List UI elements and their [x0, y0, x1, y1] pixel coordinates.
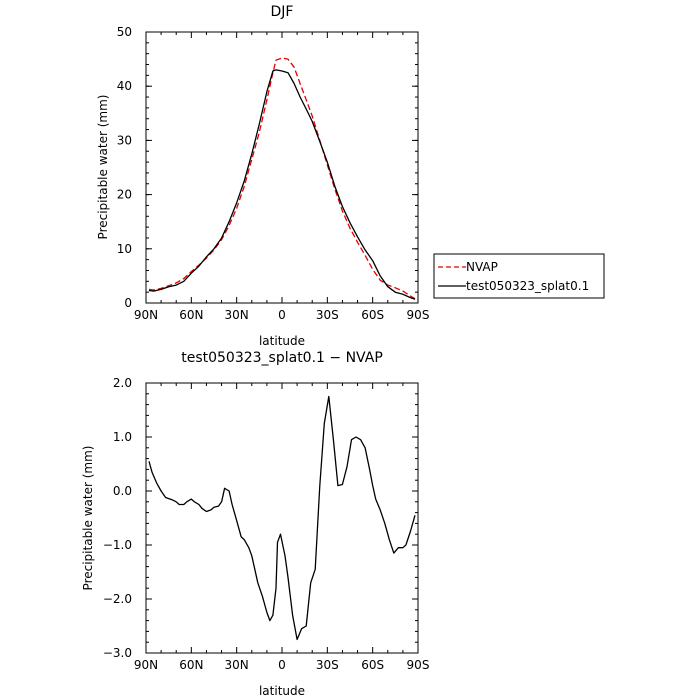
tick-labels: 90N 60N 30N 0 30S 60S 90S −3.0 −2.0 −1.0 0.0 1.0 2.0 [103, 376, 430, 672]
x-tick-label: 60N [179, 308, 203, 322]
x-tick-label: 60N [179, 658, 203, 672]
y-tick-label: 20 [117, 188, 132, 202]
plot-frame [145, 382, 419, 654]
y-axis-label: Precipitable water (mm) [81, 446, 95, 591]
panel-top: DJF 90N 60N 30N 0 30S 60S 90S 0 10 20 30 40 50 latit… [96, 4, 605, 348]
legend-label-nvap: NVAP [466, 260, 498, 274]
series-layer [148, 57, 416, 300]
y-tick-label: 0.0 [113, 484, 132, 498]
series-line-diff [148, 395, 416, 641]
chart-title: test050323_splat0.1 − NVAP [181, 350, 383, 366]
x-tick-label: 0 [278, 308, 286, 322]
series-layer [148, 395, 416, 641]
x-axis-label: latitude [259, 684, 305, 698]
x-tick-label: 90N [134, 658, 158, 672]
y-tick-label: 2.0 [113, 376, 132, 390]
y-tick-label: 50 [117, 25, 132, 39]
axis-ticks [145, 382, 419, 654]
axis-ticks [145, 31, 419, 304]
series-line-test050323-splat0-1 [148, 69, 416, 300]
legend-box [433, 253, 605, 299]
legend-label-test: test050323_splat0.1 [466, 279, 589, 293]
tick-labels: 90N 60N 30N 0 30S 60S 90S 0 10 20 30 40 50 [117, 25, 430, 322]
x-tick-label: 90S [407, 308, 430, 322]
y-tick-label: 0 [124, 296, 132, 310]
x-tick-label: 0 [278, 658, 286, 672]
plot-frame [145, 31, 419, 304]
x-tick-label: 30S [316, 658, 339, 672]
y-tick-label: 30 [117, 133, 132, 147]
y-tick-label: 10 [117, 242, 132, 256]
y-tick-label: −2.0 [103, 592, 132, 606]
x-tick-label: 60S [361, 308, 384, 322]
y-axis-label: Precipitable water (mm) [96, 95, 110, 240]
panel-bottom: test050323_splat0.1 − NVAP 90N 60N 30N 0 30S… [81, 350, 429, 698]
y-tick-label: 1.0 [113, 430, 132, 444]
x-tick-label: 60S [361, 658, 384, 672]
legend: NVAP test050323_splat0.1 [433, 253, 605, 299]
x-tick-label: 30S [316, 308, 339, 322]
x-tick-label: 30N [225, 308, 249, 322]
series-line-nvap [148, 57, 416, 300]
y-tick-label: −1.0 [103, 538, 132, 552]
x-axis-label: latitude [259, 334, 305, 348]
y-tick-label: −3.0 [103, 646, 132, 660]
y-tick-label: 40 [117, 79, 132, 93]
x-tick-label: 90S [407, 658, 430, 672]
x-tick-label: 30N [225, 658, 249, 672]
x-tick-label: 90N [134, 308, 158, 322]
chart-title: DJF [271, 4, 294, 20]
